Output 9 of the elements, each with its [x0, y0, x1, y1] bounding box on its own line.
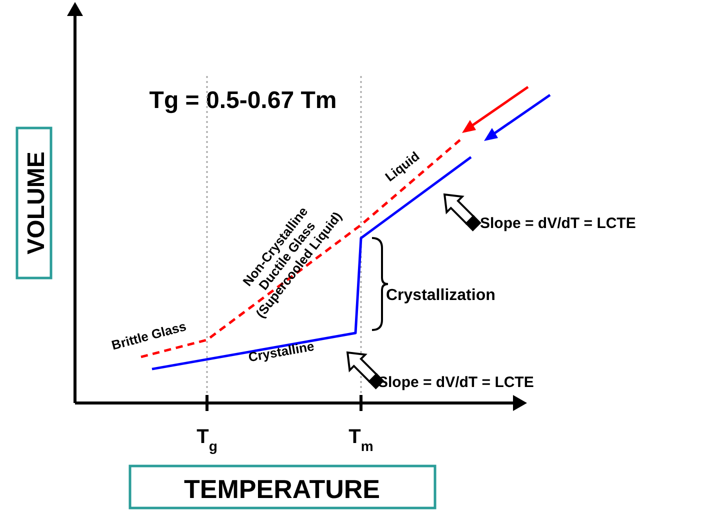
- x-axis-title: TEMPERATURE: [184, 474, 380, 504]
- y-axis-title: VOLUME: [23, 152, 50, 254]
- x-tick-label: T$_{g}$: [196, 426, 218, 454]
- annotation: Slope = dV/dT = LCTE: [480, 215, 636, 232]
- annotation: Brittle Glass: [110, 318, 188, 353]
- chart-title: Tg = 0.5-0.67 Tm: [149, 87, 337, 114]
- annotation: Crystalline: [247, 338, 316, 365]
- x-tick-label: T$_{m}$: [348, 426, 374, 454]
- annotation: Crystallization: [386, 287, 496, 304]
